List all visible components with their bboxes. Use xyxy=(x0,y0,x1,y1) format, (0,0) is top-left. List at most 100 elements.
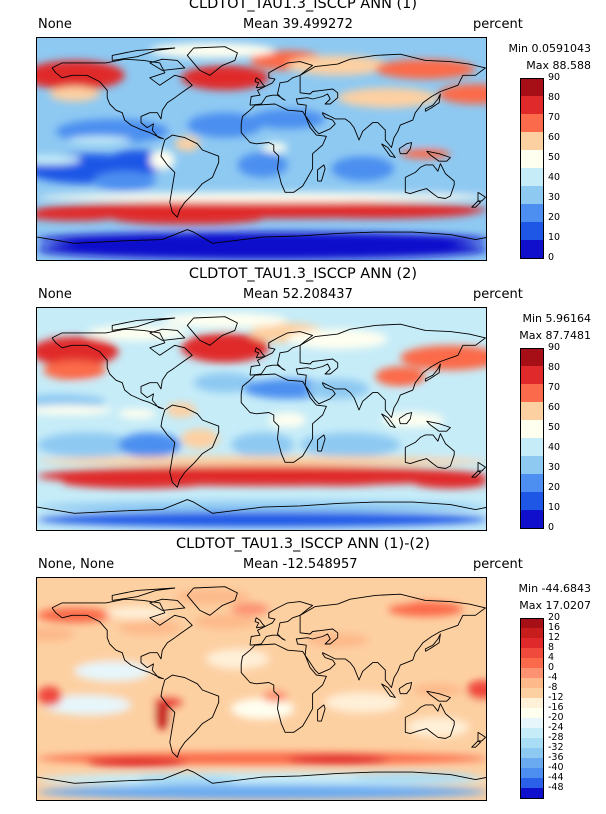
colorbar-tick-label: -32 xyxy=(548,742,564,753)
colorbar-tick-label: 90 xyxy=(548,342,561,353)
panel-1: CLDTOT_TAU1.3_ISCCP ANN (1) None Mean 39… xyxy=(0,0,606,270)
map-field-blob xyxy=(174,136,200,152)
panel-mean-label: Mean 52.208437 xyxy=(243,287,353,302)
map-field-blob xyxy=(37,192,486,203)
map-field-blob xyxy=(406,717,470,738)
coastline xyxy=(424,633,441,652)
map-field-blob xyxy=(337,87,438,108)
colorbar-segment xyxy=(520,728,544,739)
coastline xyxy=(160,404,220,488)
map-field-blob xyxy=(37,626,75,642)
coastline xyxy=(254,77,266,89)
coastline xyxy=(160,674,220,758)
coastline xyxy=(295,593,486,688)
coastline xyxy=(111,317,176,331)
map-field-blob xyxy=(375,59,476,80)
map-field-blob xyxy=(412,168,486,194)
colorbar-tick-label: 70 xyxy=(548,382,561,393)
panel-2: CLDTOT_TAU1.3_ISCCP ANN (2) None Mean 52… xyxy=(0,266,606,540)
coastline xyxy=(160,134,220,218)
colorbar-tick-label: 90 xyxy=(548,72,561,83)
map-field-blob xyxy=(118,408,157,419)
map-field-blob xyxy=(231,602,269,616)
map-field-blob xyxy=(206,648,269,669)
colorbar-tick-label: 0 xyxy=(548,662,555,673)
map-field-blob xyxy=(287,754,388,765)
coastline xyxy=(398,412,413,425)
map-field-blob xyxy=(331,125,382,150)
colorbar-segment xyxy=(520,738,544,749)
map-field-blob xyxy=(350,772,476,783)
map-field-blob xyxy=(275,473,401,486)
coastline xyxy=(295,53,486,148)
coastline xyxy=(240,643,327,733)
colorbar-segment xyxy=(520,708,544,719)
coastline xyxy=(149,328,186,341)
map-field-blob xyxy=(331,156,395,182)
coastline xyxy=(295,323,486,418)
map-svg xyxy=(37,308,486,530)
colorbar-segment xyxy=(520,758,544,769)
map-field-blob xyxy=(37,393,106,409)
coastline xyxy=(477,191,486,202)
map-field-blob xyxy=(37,686,63,707)
colorbar-segment xyxy=(520,132,544,151)
colorbar-segment xyxy=(520,618,544,629)
colorbar-tick-label: -16 xyxy=(548,702,564,713)
colorbar-segment xyxy=(520,384,544,403)
panel-min-label: Min 5.96164 xyxy=(522,312,591,325)
colorbar-tick-label: 60 xyxy=(548,132,561,143)
colorbar-tick-label: 40 xyxy=(548,172,561,183)
colorbar-tick-label: -40 xyxy=(548,762,564,773)
map-svg xyxy=(37,38,486,260)
coastline xyxy=(37,769,486,784)
coastline xyxy=(404,703,455,739)
colorbar-segment xyxy=(520,402,544,421)
colorbar-tick-label: 16 xyxy=(548,622,561,633)
map-field-blob xyxy=(412,683,463,697)
colorbar-tick-label: -8 xyxy=(548,682,558,693)
map-field-blob xyxy=(262,690,288,703)
panel-left-label: None, None xyxy=(38,557,115,572)
colorbar-segment xyxy=(520,510,544,529)
coastline xyxy=(37,499,486,514)
map-field-blob xyxy=(466,680,486,700)
colorbar-tick-label: -20 xyxy=(548,712,564,723)
map-field-blob xyxy=(62,476,213,489)
colorbar-tick-label: 80 xyxy=(548,362,561,373)
coastline xyxy=(149,598,186,611)
panel-units-label: percent xyxy=(473,557,523,572)
coastline xyxy=(249,601,314,646)
colorbar-segment xyxy=(520,456,544,475)
coastline xyxy=(240,373,327,463)
colorbar-segment xyxy=(520,648,544,659)
panel-min-label: Min 0.0591043 xyxy=(508,42,592,55)
map-field-blob xyxy=(437,84,486,104)
colorbar-segment xyxy=(520,150,544,169)
colorbar-segment xyxy=(520,778,544,789)
colorbar-tick-label: 10 xyxy=(548,232,561,243)
coastline xyxy=(317,164,326,182)
map-field-blob xyxy=(275,206,476,219)
coastline xyxy=(37,229,486,244)
map-field-blob xyxy=(74,661,150,682)
coastline xyxy=(249,61,314,106)
map-field-blob xyxy=(237,152,288,178)
panel-mean-label: Mean -12.548957 xyxy=(243,557,358,572)
coastline xyxy=(240,103,327,193)
coastline xyxy=(186,316,238,346)
colorbar-tick-label: 40 xyxy=(548,442,561,453)
map-field-blob xyxy=(118,620,182,636)
map-field-blob xyxy=(381,118,470,144)
colorbar-segment xyxy=(520,420,544,439)
panel-left-label: None xyxy=(38,17,72,32)
colorbar-tick-label: 8 xyxy=(548,642,555,653)
colorbar-tick-label: 70 xyxy=(548,112,561,123)
map-field-blob xyxy=(37,208,125,221)
map-field-blob xyxy=(37,512,486,528)
panel-mean-label: Mean 39.499272 xyxy=(243,17,353,32)
map-field-blob xyxy=(262,142,288,153)
colorbar-segment xyxy=(520,474,544,493)
map-field-blob xyxy=(166,402,197,418)
panel-title: CLDTOT_TAU1.3_ISCCP ANN (2) xyxy=(188,266,418,282)
